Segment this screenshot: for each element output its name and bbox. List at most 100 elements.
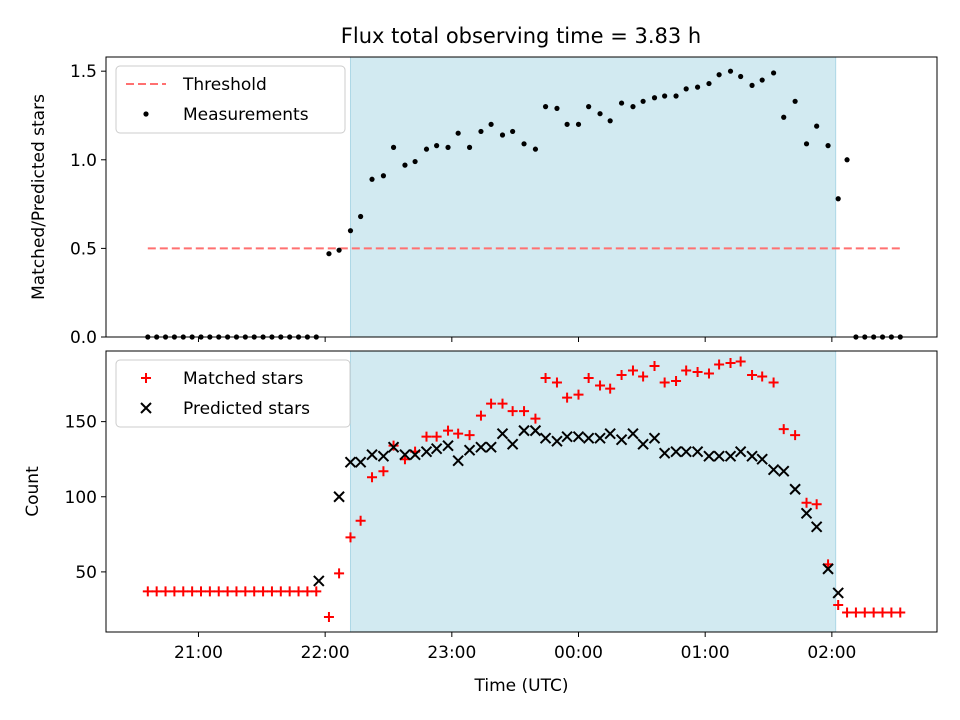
measurement-point [564, 121, 570, 127]
predicted-star-marker [529, 424, 542, 437]
matched-star-marker [714, 359, 725, 370]
top-ytick-label: 0.0 [70, 328, 97, 348]
measurement-point [466, 144, 473, 150]
legend-predicted-key [140, 402, 152, 414]
matched-star-marker [735, 356, 746, 367]
predicted-star-marker [680, 445, 692, 458]
measurement-point [825, 143, 831, 149]
measurement-point [835, 196, 841, 202]
predicted-star-marker [648, 432, 661, 444]
top-legend-label: Measurements [183, 105, 309, 125]
measurement-point [694, 84, 701, 90]
top-ytick-label: 1.0 [70, 151, 97, 171]
measurement-point [510, 128, 516, 135]
measurement-point [336, 247, 342, 253]
matched-star-marker [850, 607, 861, 618]
matched-star-marker [877, 607, 888, 618]
matched-star-marker [886, 607, 897, 618]
measurement-point [499, 132, 506, 138]
matched-star-marker [334, 568, 345, 579]
matched-star-marker [240, 586, 251, 597]
measurement-point [759, 77, 765, 83]
predicted-star-marker [724, 450, 737, 462]
matched-star-marker [311, 586, 322, 597]
bottom-xlabel: Time (UTC) [474, 676, 569, 696]
matched-star-marker [573, 389, 584, 400]
figure-title: Flux total observing time = 3.83 h [341, 24, 701, 48]
measurement-point [781, 114, 787, 120]
matched-star-marker [204, 586, 215, 597]
predicted-star-marker [333, 491, 345, 503]
predicted-star-marker [409, 448, 421, 461]
predicted-star-marker [366, 448, 378, 461]
measurement-point [423, 146, 430, 152]
predicted-star-marker [627, 427, 639, 440]
predicted-star-marker [496, 427, 509, 440]
matched-star-marker [249, 586, 260, 597]
matched-star-marker [431, 431, 442, 442]
predicted-star-marker [594, 432, 606, 444]
predicted-star-marker [313, 575, 325, 587]
bottom-xtick-label: 02:00 [807, 643, 856, 663]
legend-measurements-key [143, 111, 149, 117]
bottom-observing-window-shade [350, 351, 836, 632]
matched-star-marker [266, 586, 277, 597]
measurement-point [814, 123, 820, 129]
matched-star-marker [258, 586, 269, 597]
matched-star-marker [757, 371, 768, 382]
predicted-star-marker [430, 442, 443, 455]
matched-star-marker [540, 373, 551, 384]
top-ytick-label: 0.5 [70, 239, 97, 259]
measurement-point [651, 95, 658, 101]
measurement-point [716, 72, 722, 78]
measurement-point [597, 111, 603, 117]
matched-star-marker [222, 586, 233, 597]
measurement-point [455, 130, 461, 136]
measurement-point [488, 121, 494, 127]
matched-star-marker [859, 607, 870, 618]
measurement-point [586, 104, 592, 110]
measurement-point [380, 173, 387, 179]
matched-star-marker [178, 586, 189, 597]
predicted-star-marker [582, 432, 595, 444]
measurement-point [683, 86, 689, 92]
matched-star-marker [275, 586, 286, 597]
measurement-point [347, 228, 354, 234]
measurement-point [792, 98, 798, 104]
matched-star-marker [388, 440, 399, 451]
bottom-xtick-label: 23:00 [427, 643, 476, 663]
matched-star-marker [345, 532, 356, 543]
matched-star-marker [747, 370, 758, 381]
predicted-star-marker [506, 438, 519, 450]
matched-star-marker [562, 392, 573, 403]
measurement-point [706, 80, 712, 87]
predicted-star-marker [572, 430, 585, 443]
predicted-star-marker [561, 430, 573, 443]
top-panel: 0.0 0.5 1.0 1.5 Matched/Predicted stars Thres… [29, 56, 938, 348]
matched-star-marker [638, 371, 649, 382]
top-legend-label: Threshold [182, 75, 267, 95]
predicted-star-marker [810, 521, 823, 533]
matched-star-marker [649, 361, 660, 372]
bottom-xtick-label: 01:00 [681, 643, 730, 663]
predicted-star-marker [344, 456, 357, 468]
measurement-point [521, 141, 527, 147]
predicted-star-marker [746, 450, 758, 462]
bottom-xtick-label: 00:00 [554, 643, 603, 663]
matched-star-marker [519, 406, 530, 417]
predicted-star-marker [475, 441, 487, 453]
top-observing-window-shade [350, 57, 836, 337]
predicted-star-marker [691, 445, 704, 458]
measurement-point [434, 143, 440, 149]
predicted-star-marker [658, 447, 671, 459]
predicted-star-marker [452, 454, 464, 467]
matched-star-marker [605, 383, 616, 394]
bottom-xtick-label: 21:00 [174, 643, 223, 663]
predicted-star-marker [713, 450, 725, 462]
matched-star-marker [355, 515, 366, 526]
matched-star-marker [497, 398, 508, 409]
measurement-point [326, 251, 332, 257]
measurement-point [402, 162, 408, 168]
predicted-star-marker [485, 441, 497, 453]
